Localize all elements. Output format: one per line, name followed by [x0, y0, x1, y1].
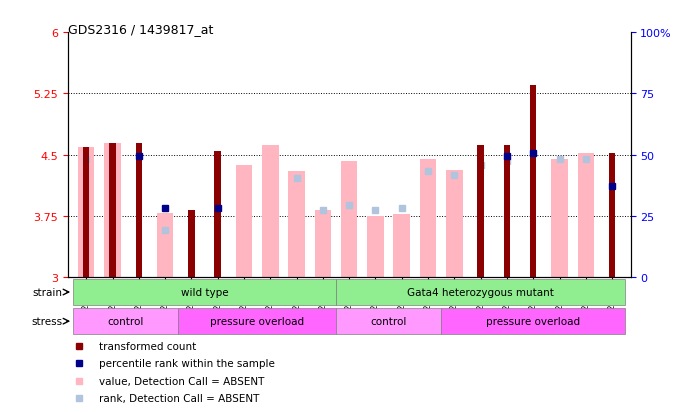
- Text: GDS2316 / 1439817_at: GDS2316 / 1439817_at: [68, 23, 213, 36]
- Bar: [504, 146, 510, 278]
- FancyBboxPatch shape: [441, 308, 625, 335]
- Bar: [262, 146, 279, 278]
- FancyBboxPatch shape: [336, 279, 625, 305]
- Bar: [83, 147, 89, 278]
- Text: percentile rank within the sample: percentile rank within the sample: [99, 358, 275, 368]
- Bar: [420, 159, 437, 278]
- Text: strain: strain: [33, 287, 62, 297]
- Bar: [393, 214, 410, 278]
- Bar: [341, 162, 357, 278]
- Text: control: control: [370, 316, 407, 326]
- Bar: [188, 211, 195, 278]
- Bar: [236, 165, 252, 278]
- FancyBboxPatch shape: [73, 308, 178, 335]
- Bar: [367, 216, 384, 278]
- Text: pressure overload: pressure overload: [210, 316, 304, 326]
- Text: wild type: wild type: [181, 287, 228, 297]
- Bar: [315, 211, 331, 278]
- Bar: [288, 172, 305, 278]
- Text: rank, Detection Call = ABSENT: rank, Detection Call = ABSENT: [99, 393, 259, 403]
- Bar: [136, 143, 142, 278]
- Bar: [109, 143, 116, 278]
- Bar: [157, 214, 174, 278]
- Text: Gata4 heterozygous mutant: Gata4 heterozygous mutant: [407, 287, 554, 297]
- Bar: [578, 154, 594, 278]
- FancyBboxPatch shape: [73, 279, 336, 305]
- Text: value, Detection Call = ABSENT: value, Detection Call = ABSENT: [99, 376, 264, 386]
- Bar: [551, 159, 567, 278]
- Bar: [214, 151, 221, 278]
- Bar: [78, 147, 94, 278]
- Bar: [104, 143, 121, 278]
- Text: transformed count: transformed count: [99, 341, 196, 351]
- FancyBboxPatch shape: [178, 308, 336, 335]
- Text: stress: stress: [31, 316, 62, 326]
- Bar: [609, 154, 616, 278]
- Text: control: control: [108, 316, 144, 326]
- FancyBboxPatch shape: [336, 308, 441, 335]
- Bar: [477, 146, 484, 278]
- Text: pressure overload: pressure overload: [486, 316, 580, 326]
- Bar: [530, 86, 536, 278]
- Bar: [446, 170, 462, 278]
